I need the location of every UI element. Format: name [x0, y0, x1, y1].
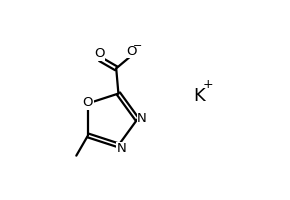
Text: O: O	[83, 96, 93, 109]
Text: N: N	[117, 142, 126, 155]
Text: O: O	[126, 45, 137, 58]
Text: O: O	[94, 47, 104, 60]
Text: N: N	[137, 112, 147, 125]
Text: −: −	[133, 41, 142, 51]
Text: +: +	[203, 78, 213, 91]
Text: K: K	[193, 87, 205, 105]
